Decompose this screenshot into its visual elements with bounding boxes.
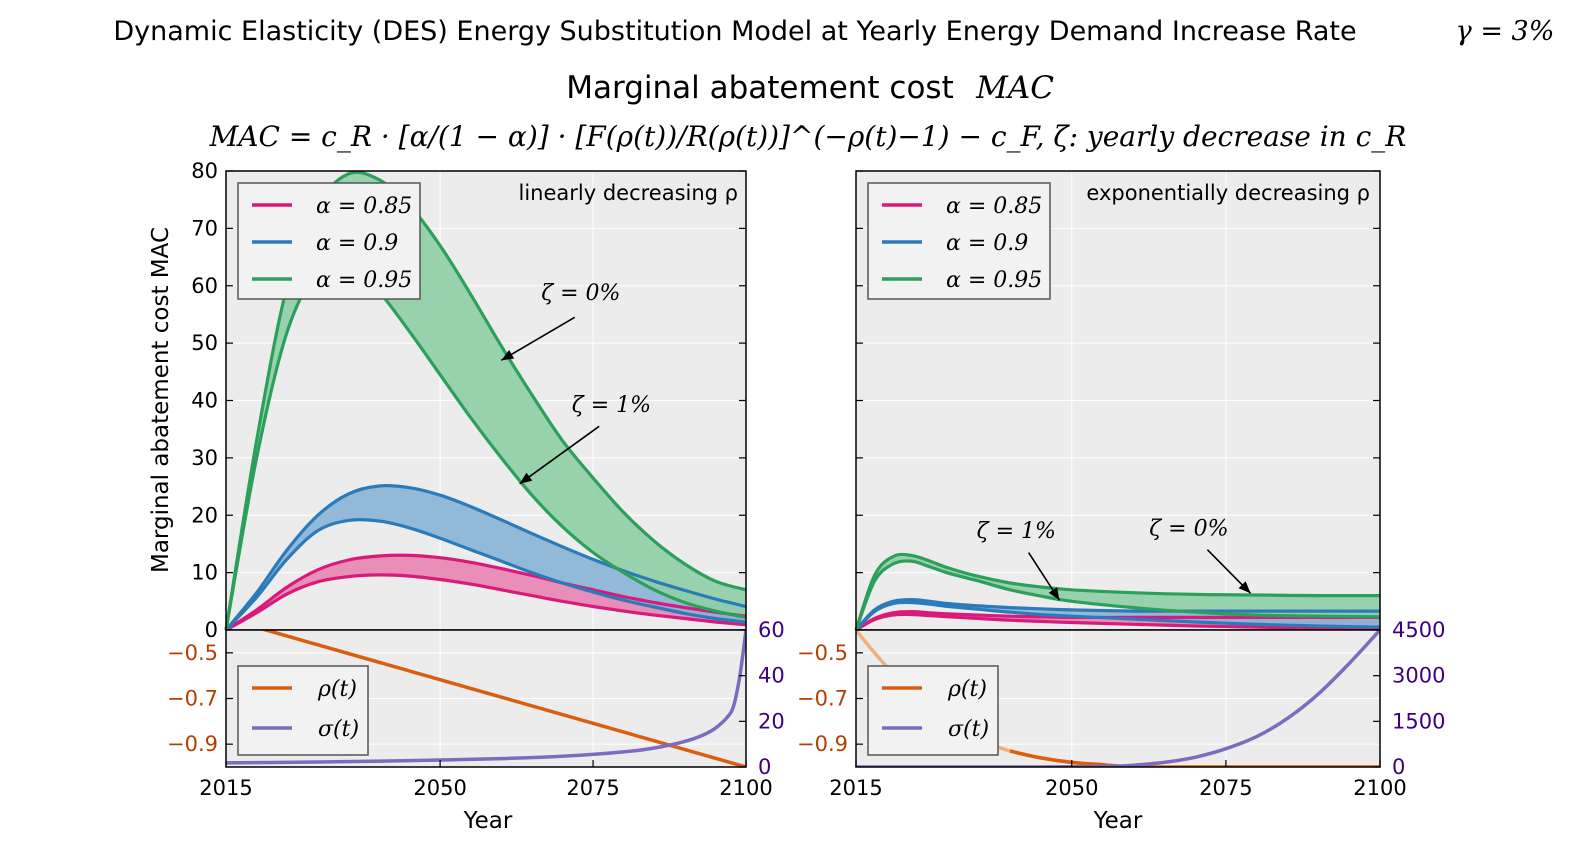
left-rho-sigma-legend: ρ(t) σ(t) — [237, 665, 369, 756]
right-series-3 — [854, 600, 1381, 632]
figure-subtitle-math: MAC — [975, 70, 1054, 106]
left-xtick-label-0: 2015 — [199, 776, 252, 800]
right-mac-lines — [854, 552, 1381, 632]
right-mac-legend: α = 0.85 α = 0.9 α = 0.95 — [867, 182, 1051, 300]
right-x-ticks: 2015 2050 2075 2100 — [829, 760, 1407, 800]
left-annotation-arrowhead-0 — [501, 349, 515, 361]
right-series-2 — [854, 597, 1380, 632]
y-axis-label: Marginal abatement cost MAC — [148, 227, 174, 573]
left-annotation-arrowhead-1 — [519, 472, 533, 484]
y-tick-label-5: 50 — [191, 331, 218, 355]
left-x-ticks: 2015 2050 2075 2100 — [199, 760, 773, 800]
right-low-left-tick-label-2: −0.9 — [797, 732, 848, 756]
left-mac-grid — [225, 171, 747, 630]
right-xtick-label-2: 2075 — [1199, 776, 1252, 800]
left-annotation-arrow-0 — [500, 316, 576, 362]
left-legend-label-1: α = 0.9 — [316, 231, 398, 256]
right-mac-annotations: ζ = 1% ζ = 0% — [977, 516, 1252, 601]
right-series-4 — [854, 552, 1381, 631]
left-series-5 — [224, 259, 747, 631]
left-band-alpha-2 — [226, 172, 746, 630]
y-tick-label-1: 10 — [191, 561, 218, 585]
right-legend-label-1: α = 0.9 — [946, 231, 1028, 256]
left-low-legend-label-0: ρ(t) — [317, 677, 357, 702]
right-xtick-label-0: 2015 — [829, 776, 882, 800]
left-series-0 — [225, 553, 747, 632]
right-rho-sigma-ticks: −0.5 −0.7 −0.9 0 1500 3000 4500 — [797, 618, 1445, 779]
right-legend-label-0: α = 0.85 — [946, 194, 1042, 219]
left-xtick-label-1: 2050 — [413, 776, 466, 800]
left-low-left-tick-label-2: −0.9 — [167, 732, 218, 756]
right-low-left-tick-label-0: −0.5 — [797, 641, 848, 665]
right-low-right-tick-label-3: 4500 — [1392, 618, 1445, 642]
left-annotation-1: ζ = 1% — [572, 393, 651, 418]
y-tick-label-0: 0 — [205, 618, 218, 642]
left-rho-sigma-ticks: −0.5 −0.7 −0.9 0 20 40 60 — [167, 618, 785, 779]
right-low-legend-box — [867, 665, 999, 756]
right-low-right-tick-label-0: 0 — [1392, 755, 1405, 779]
left-rho-sigma-lines — [226, 630, 746, 767]
right-low-right-tick-label-2: 3000 — [1392, 664, 1445, 688]
right-annotation-0: ζ = 1% — [977, 519, 1056, 544]
right-legend-label-2: α = 0.95 — [946, 268, 1042, 293]
left-series-1 — [225, 573, 747, 632]
right-xtick-label-1: 2050 — [1045, 776, 1098, 800]
formula: MAC = c_R · [α/(1 − α)] · [F(ρ(t))/R(ρ(t… — [209, 120, 1407, 153]
left-low-right-tick-label-1: 20 — [758, 709, 785, 733]
right-series-0 — [855, 609, 1380, 632]
figure-title-math: γ = 3% — [1456, 16, 1555, 47]
left-low-right-tick-label-3: 60 — [758, 618, 785, 642]
left-legend-label-2: α = 0.95 — [316, 268, 412, 293]
left-low-sigma-line — [226, 630, 746, 765]
y-tick-label-4: 40 — [191, 389, 218, 413]
y-tick-label-8: 80 — [191, 159, 218, 183]
right-series-1 — [855, 612, 1381, 632]
right-annotation-arrowhead-0 — [1048, 587, 1060, 601]
y-tick-label-2: 20 — [191, 503, 218, 527]
left-series-2 — [224, 483, 747, 632]
left-low-left-tick-label-1: −0.7 — [167, 687, 218, 711]
left-low-right-tick-label-2: 40 — [758, 664, 785, 688]
left-low-rho-line — [259, 630, 746, 767]
y-tick-label-7: 70 — [191, 216, 218, 240]
right-mac-panel: exponentially decreasing ρ α = 0.85α = 0… — [854, 170, 1381, 632]
right-series-5 — [854, 559, 1381, 631]
y-tick-label-6: 60 — [191, 274, 218, 298]
left-mac-annotations: ζ = 0% ζ = 1% — [500, 281, 651, 485]
left-mac-legend: α = 0.85 α = 0.9 α = 0.95 — [237, 182, 421, 300]
right-annotation-1: ζ = 0% — [1149, 516, 1228, 541]
right-low-sigma-line — [856, 630, 1380, 767]
left-band-alpha-0 — [226, 555, 746, 630]
right-rho-sigma-legend: ρ(t) σ(t) — [867, 665, 999, 756]
left-low-legend-box — [237, 665, 369, 756]
right-low-legend-label-1: σ(t) — [948, 717, 989, 742]
left-annotation-arrow-1 — [519, 425, 600, 485]
figure-title: Dynamic Elasticity (DES) Energy Substitu… — [113, 16, 1356, 47]
left-panel-annotation: linearly decreasing ρ — [518, 181, 738, 205]
left-series-3 — [224, 517, 747, 632]
y-tick-label-3: 30 — [191, 446, 218, 470]
left-annotation-0: ζ = 0% — [541, 281, 620, 306]
right-low-left-tick-label-1: −0.7 — [797, 687, 848, 711]
right-low-right-tick-label-1: 1500 — [1392, 709, 1445, 733]
right-xtick-label-3: 2100 — [1353, 776, 1406, 800]
left-xtick-label-2: 2075 — [566, 776, 619, 800]
left-legend-label-0: α = 0.85 — [316, 194, 412, 219]
left-rho-sigma-panel: −0.5 −0.7 −0.9 0 20 40 60 ρ(t) σ(t) 2015 2050 207… — [167, 618, 785, 834]
right-panel-annotation: exponentially decreasing ρ — [1086, 181, 1370, 205]
right-low-legend-label-0: ρ(t) — [947, 677, 987, 702]
right-x-axis-label: Year — [1093, 808, 1143, 834]
right-annotation-arrowhead-1 — [1238, 581, 1251, 594]
left-low-right-tick-label-0: 0 — [758, 755, 771, 779]
left-low-left-tick-label-0: −0.5 — [167, 641, 218, 665]
left-low-legend-label-1: σ(t) — [318, 717, 359, 742]
left-x-axis-label: Year — [463, 808, 513, 834]
left-xtick-label-3: 2100 — [719, 776, 772, 800]
figure-subtitle: Marginal abatement cost — [566, 70, 954, 106]
